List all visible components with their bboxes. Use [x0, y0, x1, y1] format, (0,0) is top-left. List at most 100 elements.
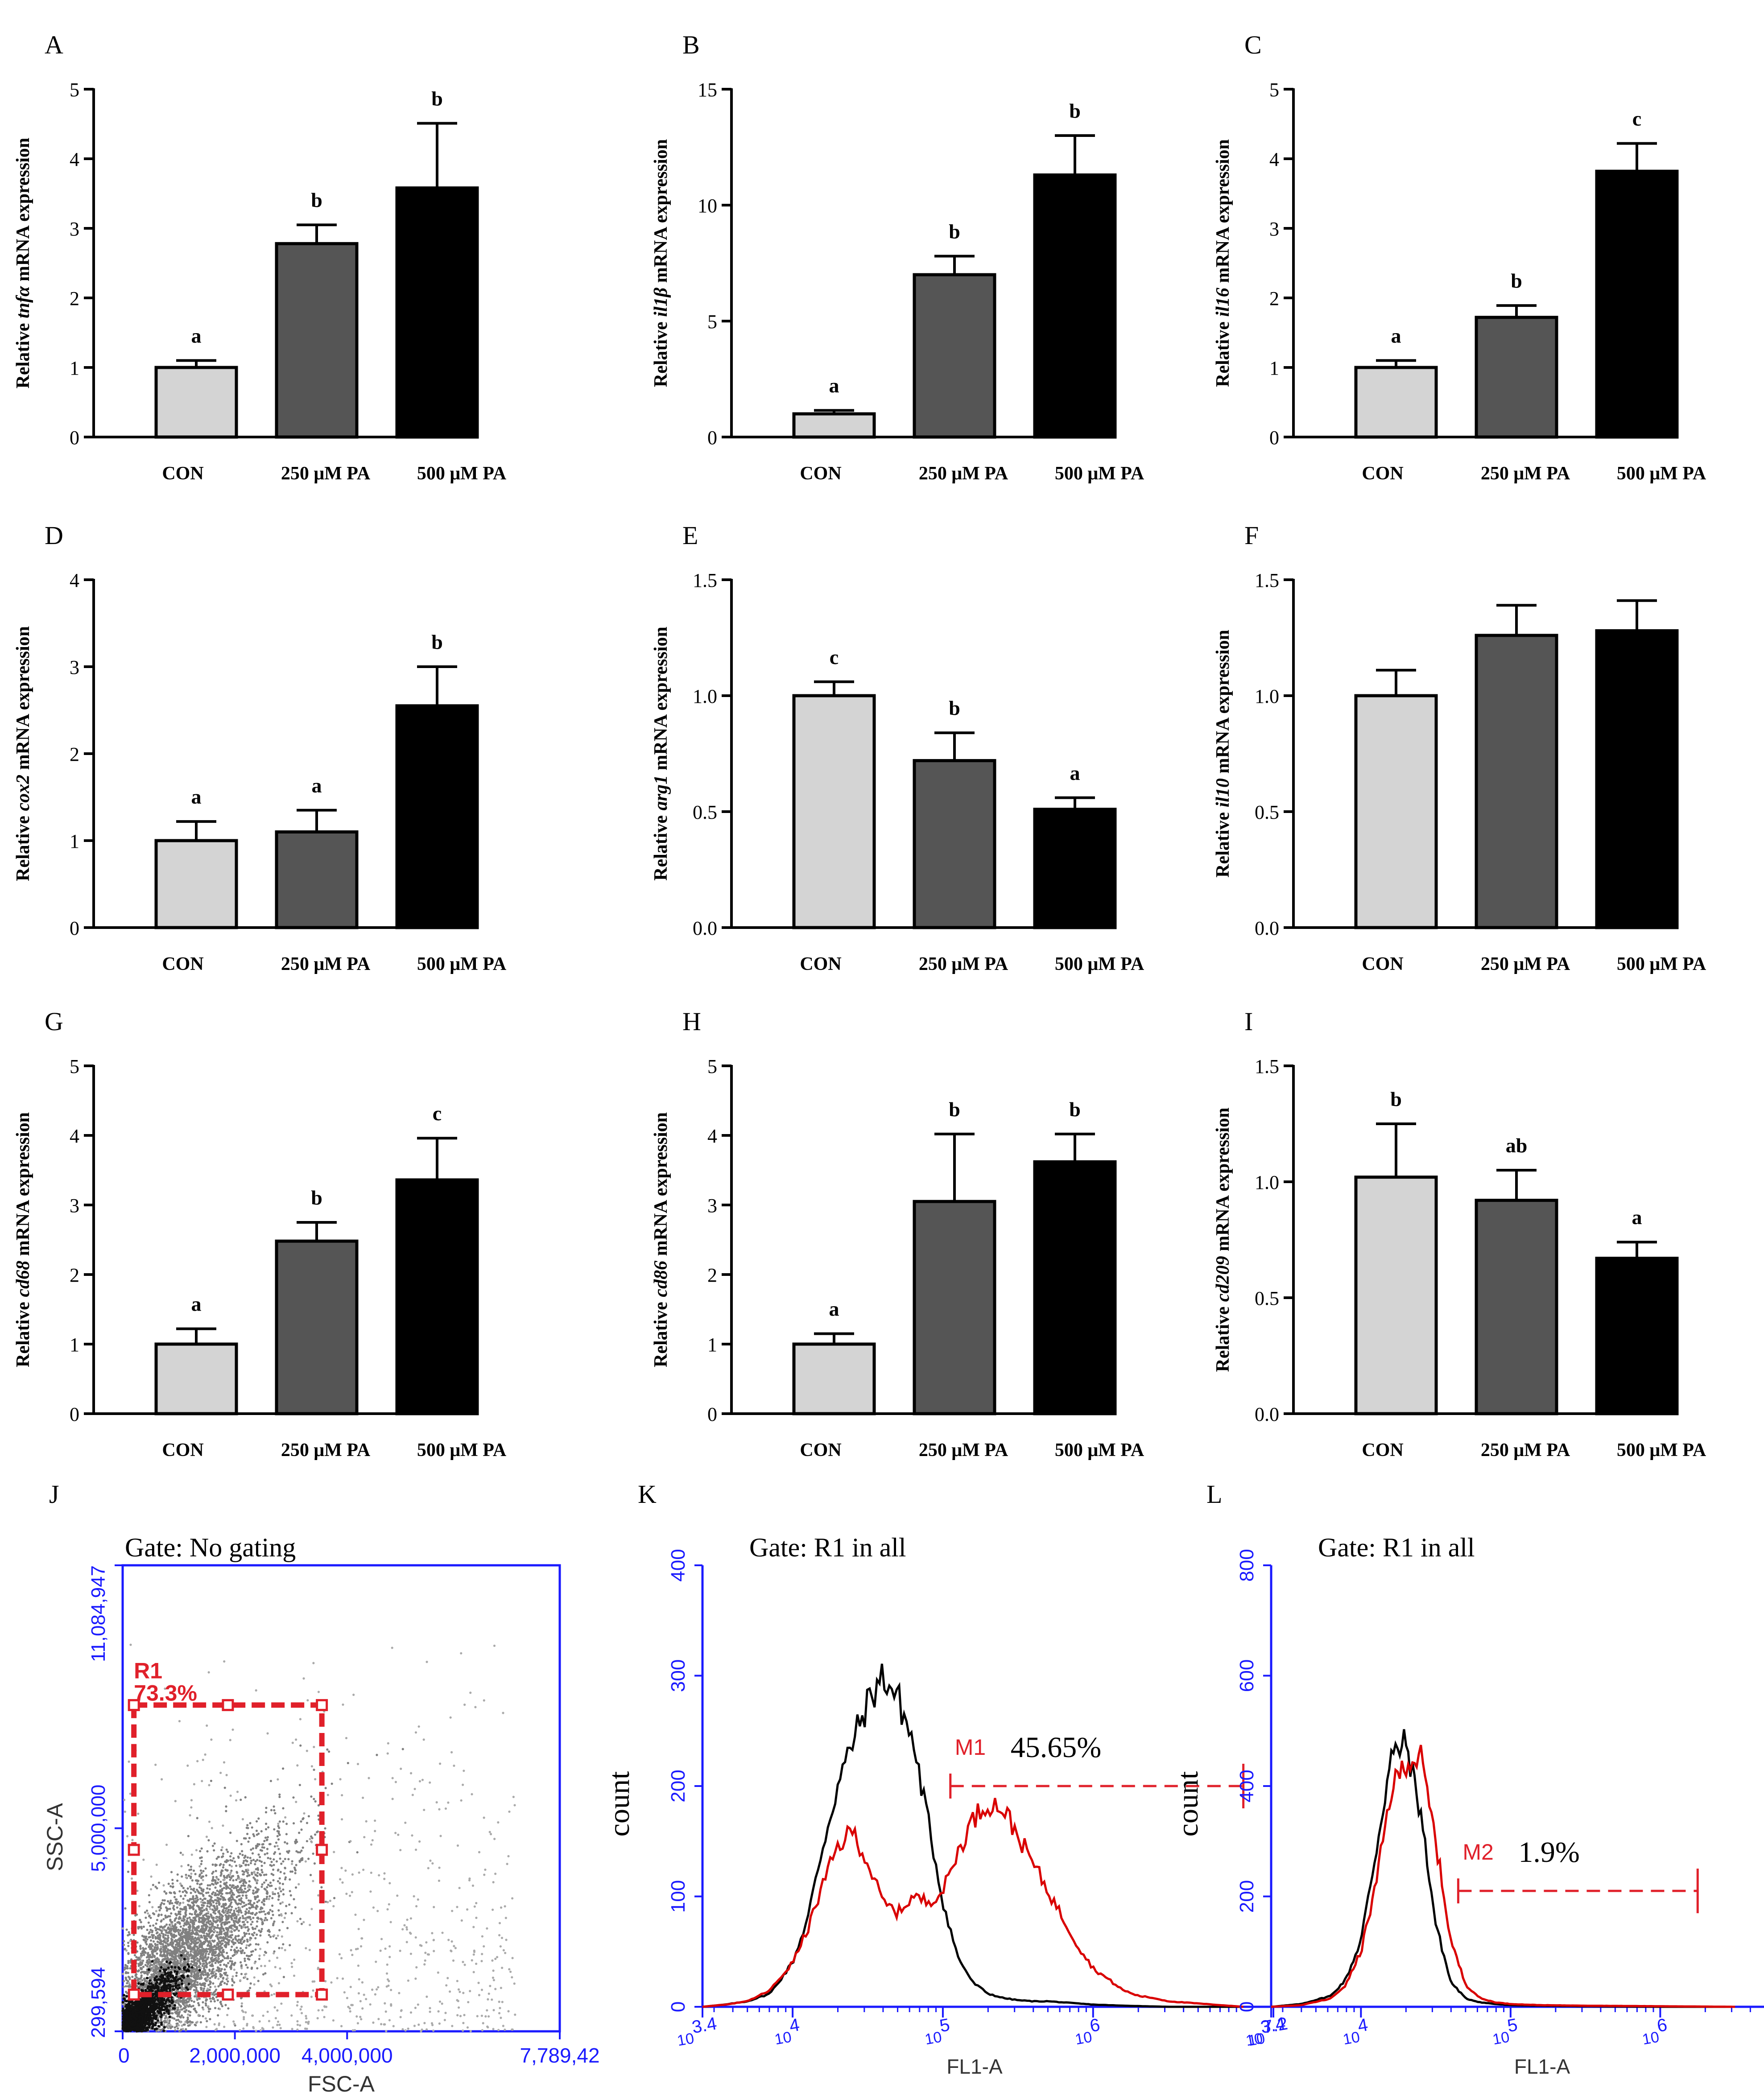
scatter-point — [156, 1918, 158, 1921]
scatter-point — [506, 1863, 508, 1865]
scatter-point — [317, 2009, 320, 2012]
scatter-point — [417, 2003, 419, 2006]
scatter-point — [456, 1844, 459, 1847]
scatter-point — [184, 1949, 187, 1952]
significance-letter: b — [311, 189, 322, 211]
scatter-point — [166, 2017, 169, 2020]
scatter-point — [270, 1985, 273, 1988]
scatter-point — [317, 1968, 319, 1970]
scatter-point — [312, 1662, 315, 1664]
scatter-point — [269, 1983, 272, 1986]
scatter-point — [199, 2021, 202, 2024]
scatter-point — [296, 2028, 299, 2031]
scatter-point — [189, 1997, 192, 2000]
scatter-point — [224, 1935, 227, 1938]
scatter-point — [244, 1859, 247, 1862]
scatter-point — [198, 1918, 201, 1921]
scatter-point — [169, 1899, 172, 1902]
scatter-point — [354, 1913, 357, 1916]
scatter-point — [492, 1979, 496, 1981]
scatter-point — [240, 1911, 243, 1914]
scatter-point — [209, 1945, 212, 1947]
scatter-point — [135, 1973, 137, 1976]
scatter-point — [145, 1909, 149, 1912]
scatter-point — [202, 1894, 205, 1896]
scatter-point — [349, 1985, 352, 1989]
scatter-point — [173, 1935, 175, 1938]
y-tick-label: 0 — [70, 917, 79, 939]
scatter-point — [314, 1778, 317, 1781]
scatter-point — [269, 1881, 272, 1884]
scatter-point — [251, 1966, 253, 1969]
scatter-point — [195, 1849, 198, 1852]
scatter-point — [240, 1902, 242, 1905]
scatter-point — [252, 1859, 255, 1861]
scatter-point — [418, 1840, 421, 1843]
scatter-point — [180, 1884, 183, 1887]
scatter-point — [190, 1980, 194, 1983]
scatter-point — [129, 1792, 132, 1795]
scatter-point — [205, 1999, 207, 2002]
y-label-prefix: Relative — [13, 318, 33, 388]
scatter-point — [217, 2014, 219, 2017]
scatter-point — [258, 1843, 260, 1846]
scatter-point — [201, 1950, 204, 1953]
scatter-point — [126, 1965, 128, 1968]
scatter-point — [140, 1959, 143, 1962]
scatter-point — [273, 1920, 276, 1923]
scatter-point — [204, 1939, 207, 1942]
scatter-point — [180, 2005, 182, 2008]
scatter-point — [240, 1925, 243, 1928]
scatter-point — [258, 1860, 261, 1862]
scatter-point — [463, 1770, 465, 1772]
scatter-point — [377, 2017, 380, 2021]
scatter-point — [225, 1805, 227, 1808]
scatter-point — [124, 1966, 127, 1969]
scatter-point — [230, 1924, 233, 1927]
scatter-point — [148, 1945, 151, 1947]
scatter-point — [306, 1699, 309, 1702]
y-tick-label: 15 — [698, 79, 717, 101]
scatter-point — [248, 1987, 252, 1989]
scatter-point — [184, 2021, 187, 2023]
scatter-point — [260, 1918, 263, 1921]
scatter-point — [170, 1927, 173, 1930]
scatter-point — [399, 2016, 402, 2018]
scatter-point — [316, 2017, 319, 2020]
scatter-point — [277, 1869, 280, 1871]
scatter-point — [192, 1895, 194, 1898]
scatter-point — [191, 1935, 194, 1938]
scatter-point — [483, 1945, 485, 1948]
scatter-point — [182, 1972, 185, 1975]
scatter-point — [349, 2010, 351, 2013]
scatter-point — [326, 1794, 329, 1796]
scatter-point — [269, 1935, 272, 1938]
scatter-point — [156, 1931, 159, 1934]
significance-letter: c — [433, 1102, 442, 1125]
scatter-point — [196, 1952, 199, 1955]
scatter-point — [405, 1926, 408, 1929]
scatter-point — [140, 1974, 143, 1977]
scatter-point — [196, 1981, 199, 1984]
scatter-point — [231, 1980, 234, 1982]
scatter-point — [312, 1880, 314, 1882]
scatter-point — [179, 2021, 182, 2024]
scatter-point — [258, 1958, 261, 1960]
scatter-point — [191, 1960, 194, 1963]
scatter-point — [184, 2006, 187, 2009]
y-axis-label: Relative il10 mRNA expression — [1213, 630, 1233, 878]
scatter-point — [252, 2014, 254, 2017]
scatter-point — [306, 1822, 309, 1824]
scatter-point — [153, 1948, 156, 1951]
scatter-point — [235, 1865, 238, 1867]
scatter-point — [405, 1941, 408, 1943]
scatter-point — [214, 1894, 216, 1897]
scatter-point — [259, 1908, 262, 1910]
scatter-point — [228, 1935, 231, 1938]
scatter-point — [175, 1898, 178, 1901]
scatter-point — [249, 1982, 252, 1985]
scatter-point — [142, 1960, 145, 1962]
scatter-point — [387, 1742, 389, 1745]
scatter-point — [216, 1931, 219, 1934]
